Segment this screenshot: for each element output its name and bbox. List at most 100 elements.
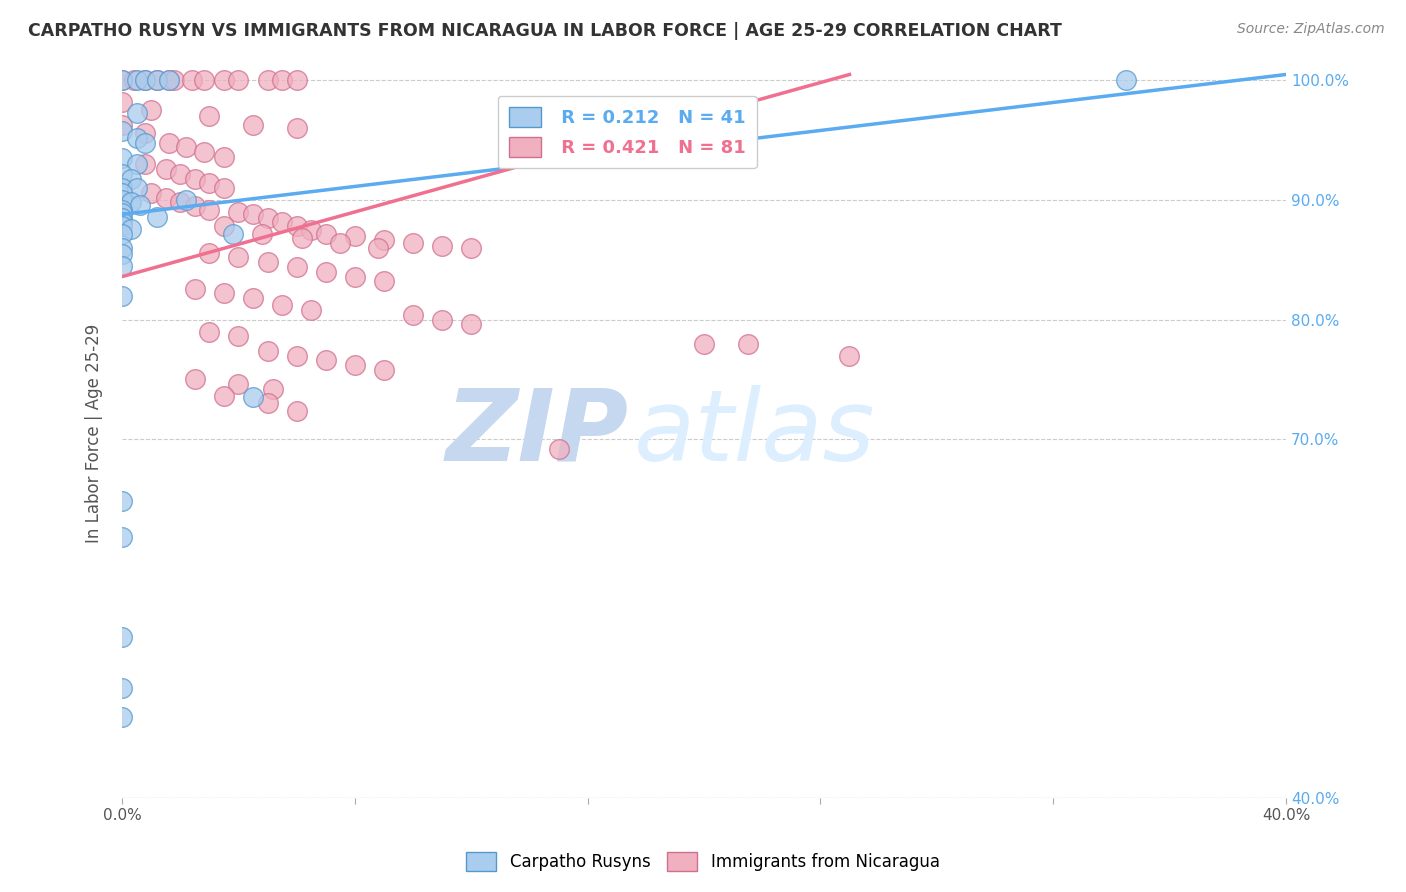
Point	[242, 291, 264, 305]
Point	[111, 211, 134, 225]
Point	[693, 336, 716, 351]
Point	[402, 308, 425, 322]
Point	[838, 349, 860, 363]
Point	[198, 245, 221, 260]
Point	[128, 198, 150, 212]
Point	[737, 336, 759, 351]
Point	[111, 181, 134, 195]
Point	[134, 136, 156, 150]
Point	[122, 73, 145, 87]
Point	[228, 205, 250, 219]
Point	[125, 131, 148, 145]
Point	[125, 157, 148, 171]
Point	[291, 231, 314, 245]
Point	[111, 186, 134, 200]
Point	[198, 177, 221, 191]
Point	[256, 343, 278, 358]
Point	[111, 73, 134, 87]
Point	[134, 157, 156, 171]
Point	[228, 377, 250, 392]
Point	[271, 214, 294, 228]
Point	[285, 349, 308, 363]
Point	[111, 241, 134, 255]
Point	[212, 389, 235, 403]
Point	[285, 403, 308, 417]
Point	[155, 191, 177, 205]
Point	[111, 202, 134, 217]
Text: atlas: atlas	[634, 384, 876, 482]
Point	[111, 193, 134, 207]
Point	[242, 207, 264, 221]
Point	[134, 126, 156, 140]
Point	[141, 103, 163, 118]
Point	[111, 247, 134, 261]
Point	[460, 318, 482, 332]
Point	[242, 118, 264, 132]
Point	[271, 73, 294, 87]
Point	[212, 73, 235, 87]
Point	[125, 105, 148, 120]
Point	[228, 73, 250, 87]
Point	[169, 195, 191, 210]
Point	[174, 193, 197, 207]
Point	[343, 229, 366, 244]
Point	[343, 358, 366, 372]
Point	[180, 73, 202, 87]
Point	[146, 73, 169, 87]
Point	[402, 236, 425, 251]
Point	[184, 199, 207, 213]
Point	[111, 206, 134, 220]
Text: CARPATHO RUSYN VS IMMIGRANTS FROM NICARAGUA IN LABOR FORCE | AGE 25-29 CORRELATI: CARPATHO RUSYN VS IMMIGRANTS FROM NICARA…	[28, 22, 1062, 40]
Point	[120, 171, 142, 186]
Point	[228, 329, 250, 343]
Point	[134, 73, 156, 87]
Point	[212, 150, 235, 164]
Point	[228, 251, 250, 265]
Point	[460, 241, 482, 255]
Point	[315, 227, 337, 241]
Point	[146, 73, 169, 87]
Point	[111, 494, 134, 508]
Point	[169, 167, 191, 181]
Point	[111, 259, 134, 273]
Point	[141, 186, 163, 200]
Point	[242, 391, 264, 405]
Point	[111, 214, 134, 228]
Point	[157, 73, 180, 87]
Point	[343, 269, 366, 284]
Point	[285, 260, 308, 274]
Point	[120, 195, 142, 210]
Point	[111, 95, 134, 109]
Point	[198, 202, 221, 217]
Point	[111, 118, 134, 132]
Point	[373, 274, 395, 288]
Point	[111, 219, 134, 234]
Point	[111, 530, 134, 544]
Point	[157, 73, 180, 87]
Point	[193, 73, 215, 87]
Point	[212, 181, 235, 195]
Point	[184, 372, 207, 386]
Point	[125, 73, 148, 87]
Point	[125, 181, 148, 195]
Legend:  R = 0.212   N = 41,  R = 0.421   N = 81: R = 0.212 N = 41, R = 0.421 N = 81	[498, 95, 756, 169]
Point	[174, 140, 197, 154]
Point	[547, 442, 569, 456]
Point	[111, 630, 134, 644]
Point	[155, 161, 177, 176]
Point	[111, 289, 134, 303]
Point	[329, 236, 352, 251]
Point	[315, 265, 337, 279]
Point	[198, 109, 221, 123]
Point	[256, 255, 278, 269]
Point	[212, 219, 235, 234]
Point	[285, 219, 308, 234]
Point	[111, 167, 134, 181]
Point	[157, 136, 180, 150]
Point	[146, 210, 169, 224]
Point	[256, 396, 278, 410]
Point	[111, 151, 134, 165]
Point	[373, 233, 395, 247]
Point	[184, 282, 207, 296]
Point	[285, 73, 308, 87]
